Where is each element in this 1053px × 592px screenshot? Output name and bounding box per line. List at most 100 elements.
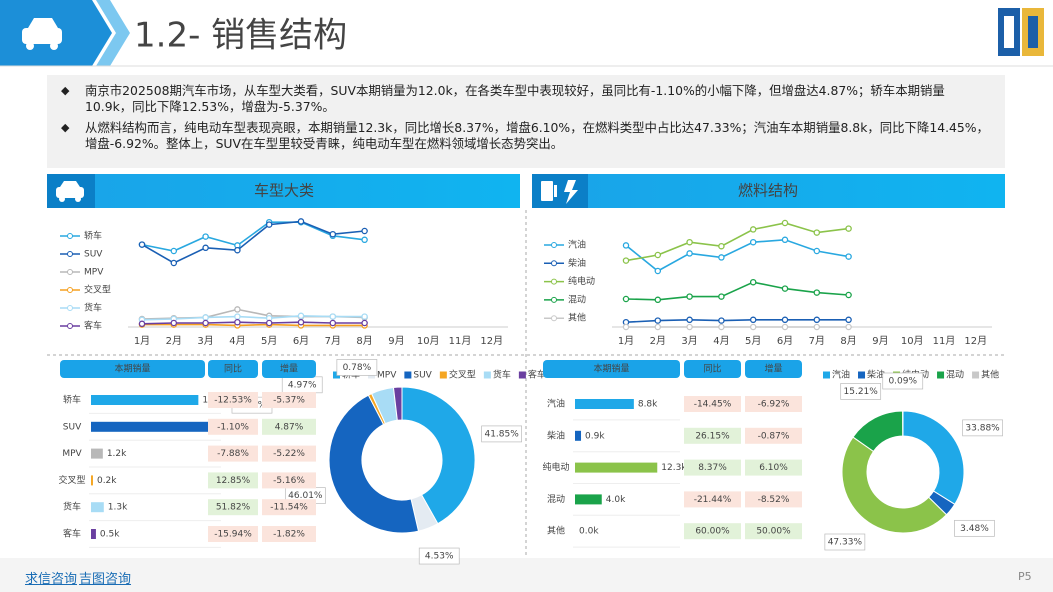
cell — [684, 396, 741, 412]
point — [845, 253, 852, 260]
bar — [575, 494, 602, 505]
cell — [262, 392, 316, 408]
data-label: 15.21% — [844, 387, 879, 397]
series-line — [625, 318, 849, 323]
point — [781, 285, 789, 292]
legend-label: 轿车 — [84, 230, 102, 242]
x-tick-label: 6月 — [293, 335, 309, 347]
legend-label: 货车 — [84, 302, 102, 314]
series-line — [625, 222, 849, 262]
point — [749, 316, 757, 324]
point — [329, 313, 337, 320]
cell — [745, 396, 802, 412]
legend-marker — [67, 251, 73, 257]
x-tick-label: 11月 — [933, 335, 956, 347]
legend-marker — [67, 287, 73, 293]
point — [329, 230, 337, 238]
cell — [208, 526, 258, 542]
point — [361, 236, 368, 244]
donut-slice — [841, 436, 948, 534]
cell-text: 60.00% — [695, 527, 730, 537]
bar-label: 4.0k — [606, 495, 626, 505]
panel-title: 燃料结构 — [738, 182, 798, 200]
legend-swatch — [937, 371, 945, 379]
point — [654, 251, 662, 259]
x-tick-label: 7月 — [809, 335, 825, 347]
point — [265, 221, 273, 228]
panel-header — [47, 174, 520, 208]
cell — [262, 472, 316, 489]
row-label: 其他 — [547, 525, 565, 537]
point — [686, 293, 693, 300]
point — [170, 247, 178, 255]
data-label-box — [824, 533, 866, 551]
bar-label: 0.9k — [585, 431, 605, 441]
bar — [91, 475, 93, 486]
point — [813, 229, 821, 236]
series-line — [141, 314, 365, 321]
legend-label: 交叉型 — [84, 284, 111, 296]
bar — [91, 395, 199, 405]
data-label: 3.48% — [960, 524, 989, 534]
point — [297, 318, 305, 326]
cell-text: -14.45% — [694, 400, 732, 410]
data-label-box — [962, 419, 1003, 437]
row-label: 货车 — [63, 501, 81, 513]
page-title: 1.2- 销售结构 — [134, 16, 347, 56]
point — [297, 218, 305, 225]
point — [781, 219, 789, 227]
point — [622, 323, 630, 331]
legend-marker — [67, 269, 73, 275]
series-line — [625, 281, 849, 301]
x-tick-label: 1月 — [618, 335, 634, 347]
point — [234, 318, 241, 326]
cell — [262, 526, 316, 542]
cell-text: 26.15% — [695, 431, 730, 441]
cell-text: -5.22% — [273, 449, 305, 459]
x-tick-label: 5月 — [745, 335, 761, 347]
bullet: 南京市202508期汽车市场，从车型大类看，SUV本期销量为12.0k，在各类车… — [61, 83, 991, 115]
x-tick-label: 12月 — [480, 335, 503, 347]
x-tick-label: 4月 — [713, 335, 729, 347]
point — [813, 316, 821, 324]
data-label: 0.09% — [888, 377, 917, 387]
legend-swatch — [483, 371, 491, 379]
x-tick-label: 11月 — [449, 335, 472, 347]
summary-box: 南京市202508期汽车市场，从车型大类看，SUV本期销量为12.0k，在各类车… — [47, 75, 1005, 168]
legend-label: 其他 — [981, 369, 999, 381]
point — [845, 291, 852, 299]
column-header-label: 本期销量 — [593, 363, 629, 375]
column-header — [745, 360, 802, 378]
point — [170, 259, 178, 267]
bar-label: 8.8k — [638, 400, 658, 410]
point — [654, 323, 662, 331]
cell — [684, 459, 741, 476]
legend-label: SUV — [84, 250, 103, 260]
point — [265, 319, 273, 327]
column-header — [262, 360, 316, 378]
x-tick-label: 1月 — [134, 335, 150, 347]
footer-link[interactable]: 求信咨询 — [25, 572, 78, 587]
legend-swatch — [439, 371, 447, 379]
point — [297, 312, 305, 320]
legend-label: MPV — [377, 371, 397, 381]
x-tick-label: 9月 — [388, 335, 404, 347]
data-label: 47.33% — [828, 538, 863, 548]
point — [845, 316, 852, 324]
point — [718, 254, 725, 261]
cell-text: -1.10% — [217, 422, 249, 432]
row-label: 客车 — [63, 528, 81, 540]
bar-label: 0.2k — [97, 476, 117, 486]
footer-link[interactable]: 吉图咨询 — [79, 572, 132, 587]
bar — [91, 529, 96, 539]
legend-marker — [551, 242, 557, 248]
legend-swatch — [333, 371, 340, 379]
footer-bar — [0, 558, 1053, 592]
x-tick-label: 4月 — [229, 335, 245, 347]
row-label: 轿车 — [63, 394, 81, 406]
point — [686, 238, 693, 246]
legend-swatch — [858, 371, 866, 379]
x-tick-label: 3月 — [197, 335, 213, 347]
bar — [575, 399, 634, 409]
point — [781, 236, 789, 244]
